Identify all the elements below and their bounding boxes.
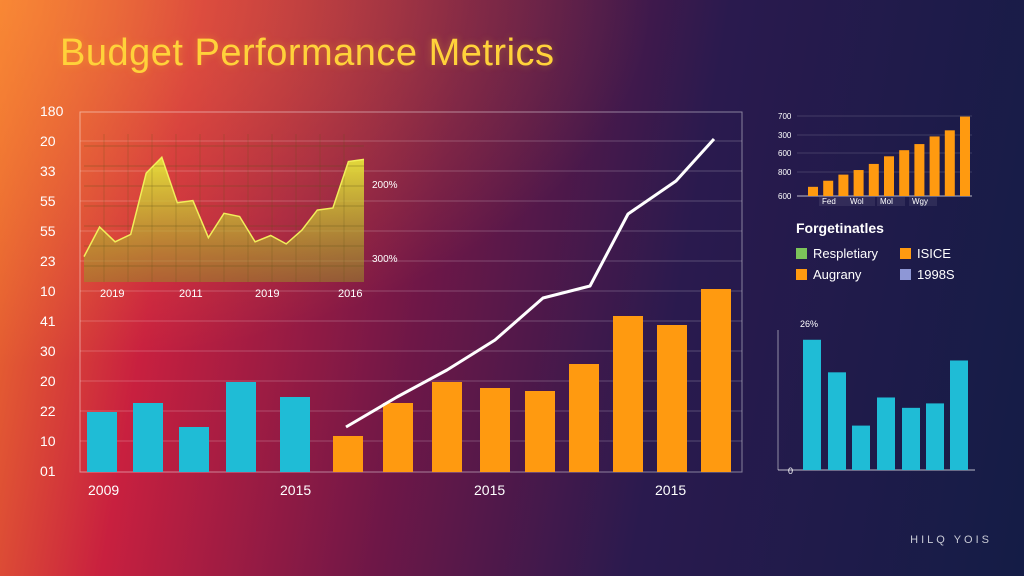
- inset-x-tick-label: 2019: [100, 288, 124, 300]
- top-right-x-tick-bg: [847, 197, 875, 206]
- y-tick-label: 23: [40, 253, 56, 269]
- top-right-bar: [823, 180, 834, 196]
- y-tick-label: 20: [40, 133, 56, 149]
- legend-swatch: [900, 269, 911, 280]
- top-right-x-tick-label: Wol: [850, 197, 864, 206]
- top-right-y-tick-label: 600: [778, 192, 792, 201]
- legend-item: 1998S: [900, 267, 996, 282]
- bar-orange: [525, 391, 555, 472]
- bar-cyan: [179, 427, 209, 472]
- inset-annotation: 200%: [372, 180, 398, 191]
- y-tick-label: 10: [40, 283, 56, 299]
- top-right-bar: [853, 170, 864, 196]
- legend-items: Respletiary ISICE Augrany 1998S: [796, 246, 996, 282]
- legend-swatch: [900, 248, 911, 259]
- y-tick-label: 22: [40, 403, 56, 419]
- bar-cyan: [226, 382, 256, 472]
- y-tick-label: 33: [40, 163, 56, 179]
- bar-cyan: [133, 403, 163, 472]
- top-right-bar: [960, 116, 970, 196]
- top-right-bar: [914, 144, 925, 196]
- top-right-x-tick-bg: [877, 197, 905, 206]
- legend-item: Respletiary: [796, 246, 900, 261]
- legend: Forgetinatles Respletiary ISICE Augrany …: [796, 220, 996, 282]
- x-tick-label: 2015: [280, 482, 311, 498]
- bar-orange: [569, 364, 599, 472]
- top-right-y-tick-label: 700: [778, 112, 792, 121]
- bar-orange: [383, 403, 413, 472]
- legend-label: ISICE: [917, 246, 951, 261]
- legend-label: Respletiary: [813, 246, 879, 261]
- right-chart-bar: [902, 407, 920, 470]
- bar-orange: [333, 436, 363, 472]
- top-right-x-tick-label: Wgy: [912, 197, 928, 206]
- top-right-bar: [944, 130, 955, 196]
- legend-swatch: [796, 248, 807, 259]
- top-right-bar: [929, 136, 940, 196]
- top-right-bar: [838, 174, 849, 196]
- right-chart-bar: [852, 425, 870, 470]
- inset-x-tick-label: 2011: [179, 288, 203, 300]
- top-right-y-tick-label: 600: [778, 149, 792, 158]
- x-tick-label: 2015: [655, 482, 686, 498]
- y-tick-label: 30: [40, 343, 56, 359]
- legend-swatch: [796, 269, 807, 280]
- legend-item: Augrany: [796, 267, 900, 282]
- bar-orange: [613, 316, 643, 472]
- area-fill: [84, 157, 364, 282]
- x-tick-label: 2009: [88, 482, 119, 498]
- inset-area-chart: 2019 2011 2019 2016 200% 300%: [83, 134, 398, 300]
- y-tick-label: 180: [40, 103, 64, 119]
- main-chart-bars: [87, 289, 731, 472]
- top-right-bar: [808, 186, 818, 196]
- top-right-x-tick-bg: [909, 197, 937, 206]
- main-chart-line: [345, 137, 716, 429]
- y-tick-label: 10: [40, 433, 56, 449]
- main-chart-x-ticks: 2009 2015 2015 2015: [88, 482, 686, 498]
- top-right-bar: [884, 156, 894, 196]
- watermark: HILQ YOIS: [910, 534, 992, 546]
- x-tick-label: 2015: [474, 482, 505, 498]
- bar-orange: [657, 325, 687, 472]
- right-chart-annotation: 26%: [800, 319, 818, 329]
- right-chart-bar: [926, 403, 944, 470]
- top-right-x-tick-bg: [819, 197, 847, 206]
- y-tick-label: 55: [40, 223, 56, 239]
- bar-orange: [432, 382, 462, 472]
- right-chart-y-tick-label: 0: [788, 466, 793, 476]
- right-bar-chart: 26% 0: [777, 319, 975, 476]
- inset-annotation: 300%: [372, 254, 398, 265]
- top-right-x-tick-label: Mol: [880, 197, 893, 206]
- top-right-y-tick-label: 300: [778, 131, 792, 140]
- y-tick-label: 01: [40, 463, 56, 479]
- y-tick-label: 20: [40, 373, 56, 389]
- bar-orange: [701, 289, 731, 472]
- legend-label: Augrany: [813, 267, 862, 282]
- right-chart-bar: [950, 360, 968, 470]
- area-outline: [83, 155, 365, 257]
- legend-label: 1998S: [917, 267, 955, 282]
- bar-orange: [480, 388, 510, 472]
- top-right-bar: [899, 150, 910, 196]
- y-tick-label: 41: [40, 313, 56, 329]
- inset-x-tick-label: 2019: [255, 288, 279, 300]
- series-line: [345, 137, 716, 429]
- right-chart-bar: [877, 397, 895, 470]
- inset-x-tick-label: 2016: [338, 288, 362, 300]
- y-tick-label: 55: [40, 193, 56, 209]
- bar-cyan: [87, 412, 117, 472]
- top-right-x-tick-label: Fed: [822, 197, 836, 206]
- legend-title: Forgetinatles: [796, 220, 884, 236]
- main-chart-y-ticks: 180 20 33 55 55 23 10 41 30 20 22 10 01: [40, 103, 64, 479]
- legend-item: ISICE: [900, 246, 996, 261]
- top-right-y-tick-label: 800: [778, 168, 792, 177]
- right-chart-bar: [803, 339, 821, 470]
- top-right-bar: [868, 163, 879, 196]
- page-title: Budget Performance Metrics: [60, 32, 555, 74]
- right-chart-bar: [828, 372, 846, 470]
- bar-cyan: [280, 397, 310, 472]
